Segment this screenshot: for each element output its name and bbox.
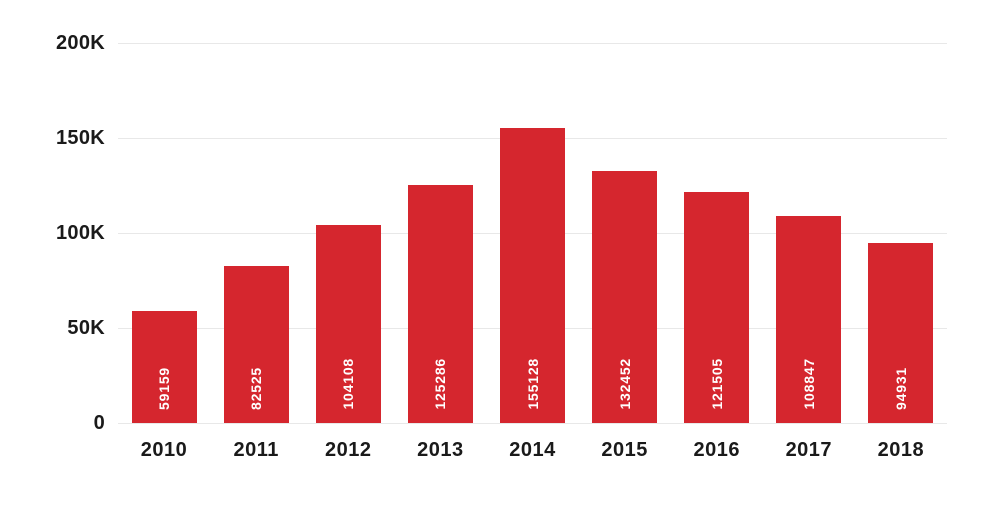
- bar-2012[interactable]: 104108: [315, 225, 381, 423]
- y-axis-tick-label: 100K: [55, 222, 105, 244]
- y-axis-tick-label: 50K: [67, 317, 105, 339]
- bar-2013[interactable]: 125286: [407, 184, 473, 423]
- bar-2014[interactable]: 155128: [500, 128, 565, 423]
- bar-2011[interactable]: 82525: [223, 266, 289, 423]
- x-axis-tick-label: 2010: [140, 439, 188, 461]
- x-axis-tick-label: 2015: [601, 439, 648, 461]
- bar-2016[interactable]: 121505: [684, 192, 750, 423]
- x-axis-tick-label: 2013: [417, 439, 464, 461]
- bar-2018[interactable]: 94931: [868, 242, 934, 423]
- gridline: [118, 422, 947, 424]
- bar-value-label: 59159: [156, 367, 173, 410]
- gridline: [118, 42, 947, 44]
- x-axis-tick-label: 2016: [693, 439, 740, 461]
- bar-value-label: 104108: [340, 358, 357, 410]
- bar-value-label: 125286: [432, 358, 449, 410]
- bar-value-label: 155128: [524, 358, 541, 410]
- x-axis-tick-label: 2017: [785, 439, 833, 461]
- bar-value-label: 121505: [708, 358, 725, 410]
- y-axis-tick-label: 150K: [55, 127, 105, 149]
- x-axis-tick-label: 2018: [877, 439, 925, 461]
- bar-2017[interactable]: 108847: [776, 216, 842, 423]
- bar-value-label: 132452: [616, 358, 633, 410]
- x-axis-tick-label: 2014: [509, 439, 556, 461]
- bar-2010[interactable]: 59159: [131, 310, 197, 423]
- bar-value-label: 82525: [248, 367, 265, 410]
- y-axis-tick-label: 0: [93, 412, 105, 434]
- bar-value-label: 108847: [800, 358, 817, 410]
- y-axis-tick-label: 200K: [55, 32, 105, 54]
- x-axis-tick-label: 2011: [233, 439, 279, 461]
- bar-2015[interactable]: 132452: [592, 171, 658, 423]
- x-axis-tick-label: 2012: [325, 439, 372, 461]
- bar-value-label: 94931: [892, 367, 909, 410]
